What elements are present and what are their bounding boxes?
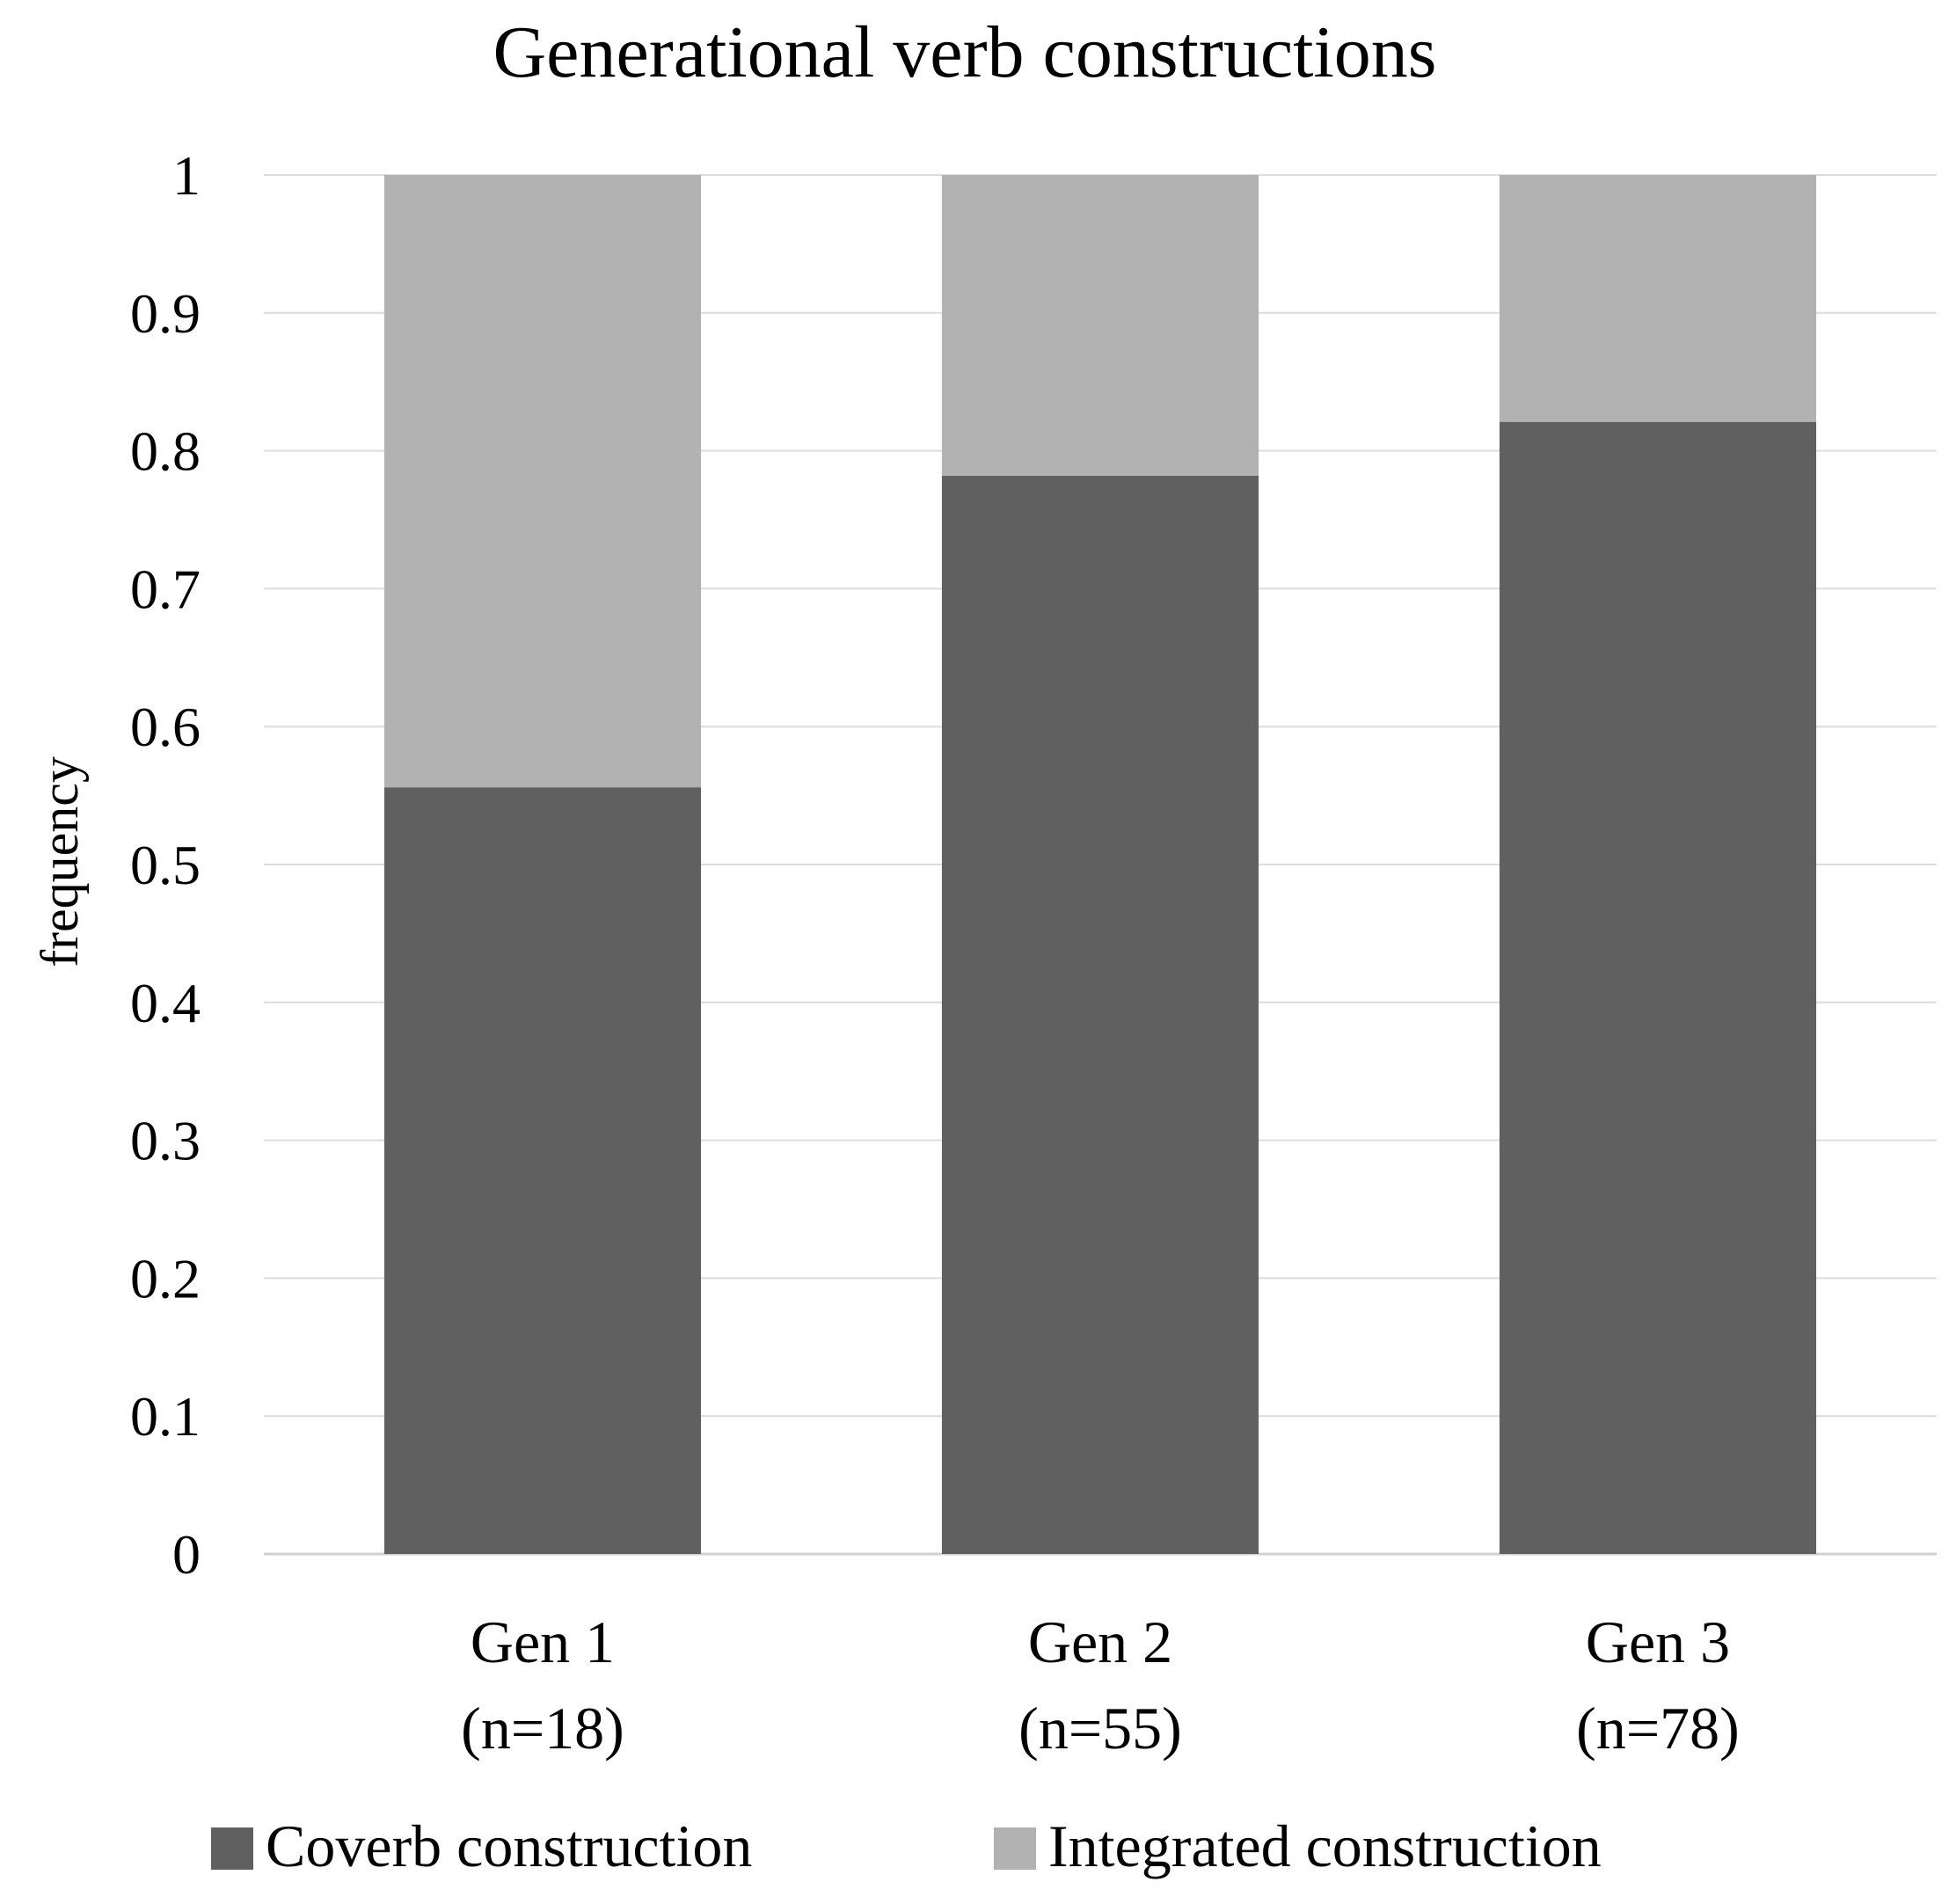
- x-tick-sublabel: (n=18): [461, 1695, 624, 1762]
- y-tick-label: 0.7: [130, 558, 201, 620]
- bar-gen-3-coverb: [1499, 421, 1817, 1554]
- x-tick-label: Gen 3: [1586, 1609, 1730, 1675]
- legend-label: Integrated construction: [1048, 1813, 1602, 1879]
- y-tick-label: 0.2: [130, 1247, 201, 1309]
- y-tick-label: 0.1: [130, 1385, 201, 1448]
- bars: [383, 175, 1817, 1554]
- bar-gen-3-integrated: [1499, 175, 1817, 422]
- x-tick-sublabel: (n=78): [1576, 1695, 1740, 1762]
- x-tick-labels: Gen 1 (n=18) Gen 2 (n=55) Gen 3 (n=78): [461, 1609, 1740, 1762]
- bar-gen-2-integrated: [941, 175, 1259, 476]
- y-tick-label: 0.5: [130, 834, 201, 896]
- legend: Coverb construction Integrated constructi…: [211, 1813, 1602, 1879]
- y-tick-label: 0.9: [130, 282, 201, 345]
- chart-title: Generational verb constructions: [493, 11, 1437, 93]
- y-tick-label: 0.8: [130, 420, 201, 483]
- x-tick-label: Gen 2: [1028, 1609, 1172, 1675]
- x-tick-sublabel: (n=55): [1018, 1695, 1182, 1762]
- legend-swatch-integrated: [994, 1827, 1036, 1870]
- y-tick-label: 0.4: [130, 972, 201, 1034]
- y-tick-labels: 0 0.1 0.2 0.3 0.4 0.5 0.6 0.7 0.8 0.9 1: [130, 144, 201, 1586]
- legend-label: Coverb construction: [266, 1813, 752, 1879]
- bar-gen-1-coverb: [383, 787, 702, 1554]
- y-tick-label: 0.6: [130, 696, 201, 758]
- legend-swatch-coverb: [211, 1827, 253, 1870]
- y-axis-label: frequency: [31, 756, 89, 967]
- y-tick-label: 0.3: [130, 1110, 201, 1172]
- y-tick-label: 1: [172, 144, 201, 207]
- y-tick-label: 0: [172, 1523, 201, 1586]
- x-tick-label: Gen 1: [471, 1609, 615, 1675]
- bar-gen-2-coverb: [941, 475, 1259, 1554]
- bar-gen-1-integrated: [383, 175, 702, 788]
